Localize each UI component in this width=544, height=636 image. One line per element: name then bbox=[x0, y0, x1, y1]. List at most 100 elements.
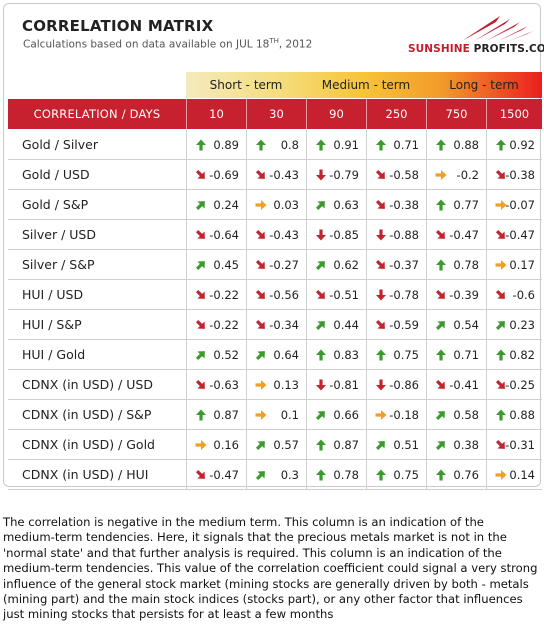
correlation-cell: -0.31 bbox=[486, 430, 542, 460]
column-header: 30 bbox=[246, 99, 306, 129]
arrow-right-icon bbox=[495, 200, 507, 210]
correlation-matrix-card: CORRELATION MATRIX Calculations based on… bbox=[3, 3, 544, 490]
correlation-value: 0.71 bbox=[453, 348, 479, 362]
correlation-value: 0.1 bbox=[280, 408, 299, 422]
correlation-cell: -0.47 bbox=[186, 460, 246, 490]
correlation-value: -0.63 bbox=[209, 378, 239, 392]
term-long: Long - term bbox=[449, 78, 519, 92]
correlation-cell: -0.85 bbox=[306, 220, 366, 250]
correlation-value: 0.44 bbox=[333, 318, 359, 332]
term-medium: Medium - term bbox=[321, 78, 411, 92]
arrow-down-right-icon bbox=[435, 289, 445, 299]
logo-text-sunshine: SUNSHINE bbox=[408, 43, 470, 55]
table-row: CDNX (in USD) / Gold 0.16 0.57 0.87 0.51 0.38… bbox=[8, 430, 542, 460]
correlation-cell: -0.38 bbox=[366, 190, 426, 220]
arrow-down-right-icon bbox=[435, 229, 445, 239]
arrow-up-icon bbox=[196, 139, 206, 151]
correlation-cell: 0.91 bbox=[306, 130, 366, 160]
correlation-cell: -0.88 bbox=[366, 220, 426, 250]
correlation-cell: -0.25 bbox=[486, 370, 542, 400]
correlation-cell: 0.88 bbox=[426, 130, 486, 160]
sun-rays-icon bbox=[462, 16, 533, 41]
column-header: 10 bbox=[186, 99, 246, 129]
correlation-cell: 0.75 bbox=[366, 340, 426, 370]
arrow-right-icon bbox=[255, 380, 267, 390]
arrow-down-right-icon bbox=[195, 319, 205, 329]
arrow-up-right-icon bbox=[195, 261, 205, 271]
correlation-cell: 0.14 bbox=[486, 460, 542, 490]
correlation-value: 0.16 bbox=[213, 438, 239, 452]
table-row: HUI / USD -0.22 -0.56 -0.51 -0.78 -0.39 -0.6 bbox=[8, 280, 542, 310]
subtitle-year: , 2012 bbox=[278, 38, 313, 51]
correlation-cell: 0.45 bbox=[186, 250, 246, 280]
correlation-cell: 0.75 bbox=[366, 460, 426, 490]
arrow-up-icon bbox=[376, 349, 386, 361]
column-header: 750 bbox=[426, 99, 486, 129]
correlation-cell: -0.58 bbox=[366, 160, 426, 190]
correlation-value: 0.54 bbox=[453, 318, 479, 332]
arrow-down-right-icon bbox=[195, 229, 205, 239]
arrow-up-right-icon bbox=[255, 441, 265, 451]
table-row: HUI / S&P -0.22 -0.34 0.44 -0.59 0.54 0.23 bbox=[8, 310, 542, 340]
correlation-value: -0.51 bbox=[329, 288, 359, 302]
arrow-down-right-icon bbox=[495, 439, 505, 449]
arrow-down-icon bbox=[376, 229, 386, 241]
arrow-up-right-icon bbox=[255, 471, 265, 481]
correlation-value: 0.64 bbox=[273, 348, 299, 362]
correlation-value: 0.57 bbox=[273, 438, 299, 452]
correlation-cell: 0.24 bbox=[186, 190, 246, 220]
correlation-cell: 0.16 bbox=[186, 430, 246, 460]
correlation-cell: -0.22 bbox=[186, 310, 246, 340]
arrow-up-icon bbox=[376, 139, 386, 151]
correlation-value: -0.38 bbox=[505, 168, 535, 182]
arrow-up-icon bbox=[256, 139, 266, 151]
correlation-cell: 0.71 bbox=[426, 340, 486, 370]
correlation-cell: -0.43 bbox=[246, 220, 306, 250]
arrow-down-right-icon bbox=[255, 289, 265, 299]
correlation-cell: 0.62 bbox=[306, 250, 366, 280]
arrow-up-icon bbox=[316, 469, 326, 481]
correlation-value: 0.23 bbox=[509, 318, 535, 332]
correlation-cell: -0.59 bbox=[366, 310, 426, 340]
correlation-cell: -0.43 bbox=[246, 160, 306, 190]
correlation-cell: 0.66 bbox=[306, 400, 366, 430]
correlation-cell: 0.82 bbox=[486, 340, 542, 370]
correlation-cell: 0.1 bbox=[246, 400, 306, 430]
arrow-down-right-icon bbox=[435, 379, 445, 389]
arrow-down-right-icon bbox=[375, 319, 385, 329]
correlation-cell: 0.76 bbox=[426, 460, 486, 490]
correlation-cell: -0.18 bbox=[366, 400, 426, 430]
table-row: CDNX (in USD) / S&P 0.87 0.1 0.66 -0.18 0.58 0… bbox=[8, 400, 542, 430]
correlation-value: -0.47 bbox=[505, 228, 535, 242]
row-label: CDNX (in USD) / S&P bbox=[22, 407, 152, 422]
sunshine-profits-logo[interactable]: SUNSHINE PROFITS.COM bbox=[408, 12, 544, 60]
correlation-value: 0.14 bbox=[509, 468, 535, 482]
correlation-cell: 0.58 bbox=[426, 400, 486, 430]
correlation-value: -0.81 bbox=[329, 378, 359, 392]
arrow-right-icon bbox=[495, 470, 507, 480]
correlation-value: 0.63 bbox=[333, 198, 359, 212]
arrow-up-right-icon bbox=[255, 351, 265, 361]
correlation-value: 0.38 bbox=[453, 438, 479, 452]
correlation-cell: -0.47 bbox=[486, 220, 542, 250]
arrow-down-right-icon bbox=[195, 379, 205, 389]
arrow-down-right-icon bbox=[195, 169, 205, 179]
arrow-up-icon bbox=[376, 469, 386, 481]
term-short: Short - term bbox=[209, 78, 283, 92]
correlation-value: -0.22 bbox=[209, 318, 239, 332]
arrow-up-icon bbox=[316, 439, 326, 451]
correlation-value: -0.88 bbox=[389, 228, 419, 242]
table-row: HUI / Gold 0.52 0.64 0.83 0.75 0.71 0.82 bbox=[8, 340, 542, 370]
table-row: CDNX (in USD) / HUI -0.47 0.3 0.78 0.75 0.76 0… bbox=[8, 460, 542, 490]
correlation-cell: -0.47 bbox=[426, 220, 486, 250]
arrow-up-icon bbox=[436, 139, 446, 151]
correlation-value: -0.31 bbox=[505, 438, 535, 452]
correlation-cell: 0.63 bbox=[306, 190, 366, 220]
correlation-value: 0.89 bbox=[213, 138, 239, 152]
correlation-value: 0.3 bbox=[280, 468, 299, 482]
correlation-value: -0.39 bbox=[449, 288, 479, 302]
correlation-value: 0.75 bbox=[393, 468, 419, 482]
corner-label: CORRELATION / DAYS bbox=[33, 107, 161, 121]
arrow-down-right-icon bbox=[255, 319, 265, 329]
table-row: Gold / USD -0.69 -0.43 -0.79 -0.58 -0.2 -0.38 bbox=[8, 160, 542, 190]
